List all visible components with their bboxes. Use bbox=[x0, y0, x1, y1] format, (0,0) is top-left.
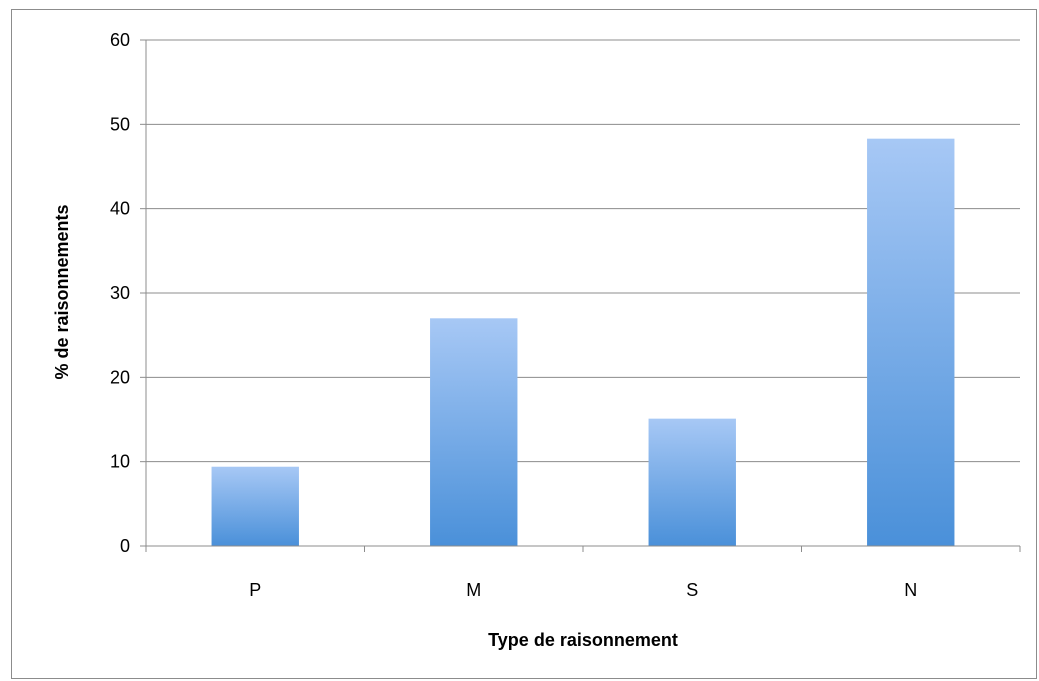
bar-S bbox=[648, 418, 736, 546]
bar-P bbox=[211, 466, 299, 546]
bars bbox=[211, 138, 955, 547]
y-tick-label: 60 bbox=[110, 30, 130, 50]
x-tick-label-P: P bbox=[249, 580, 261, 600]
x-axis-title: Type de raisonnement bbox=[488, 630, 678, 650]
x-tick-label-S: S bbox=[686, 580, 698, 600]
x-tick-label-M: M bbox=[466, 580, 481, 600]
axes bbox=[140, 39, 1021, 552]
bar-M bbox=[430, 318, 518, 546]
y-tick-label: 10 bbox=[110, 452, 130, 472]
y-tick-label: 50 bbox=[110, 114, 130, 134]
chart-frame bbox=[11, 9, 1037, 679]
x-tick-label-N: N bbox=[904, 580, 917, 600]
bar-N bbox=[867, 138, 955, 547]
y-tick-label: 40 bbox=[110, 199, 130, 219]
tick-labels: 0 10 20 30 40 50 60 P M S N bbox=[110, 30, 917, 600]
y-tick-label: 20 bbox=[110, 367, 130, 387]
y-axis-title: % de raisonnements bbox=[52, 204, 72, 379]
y-tick-label: 30 bbox=[110, 283, 130, 303]
y-tick-label: 0 bbox=[120, 536, 130, 556]
